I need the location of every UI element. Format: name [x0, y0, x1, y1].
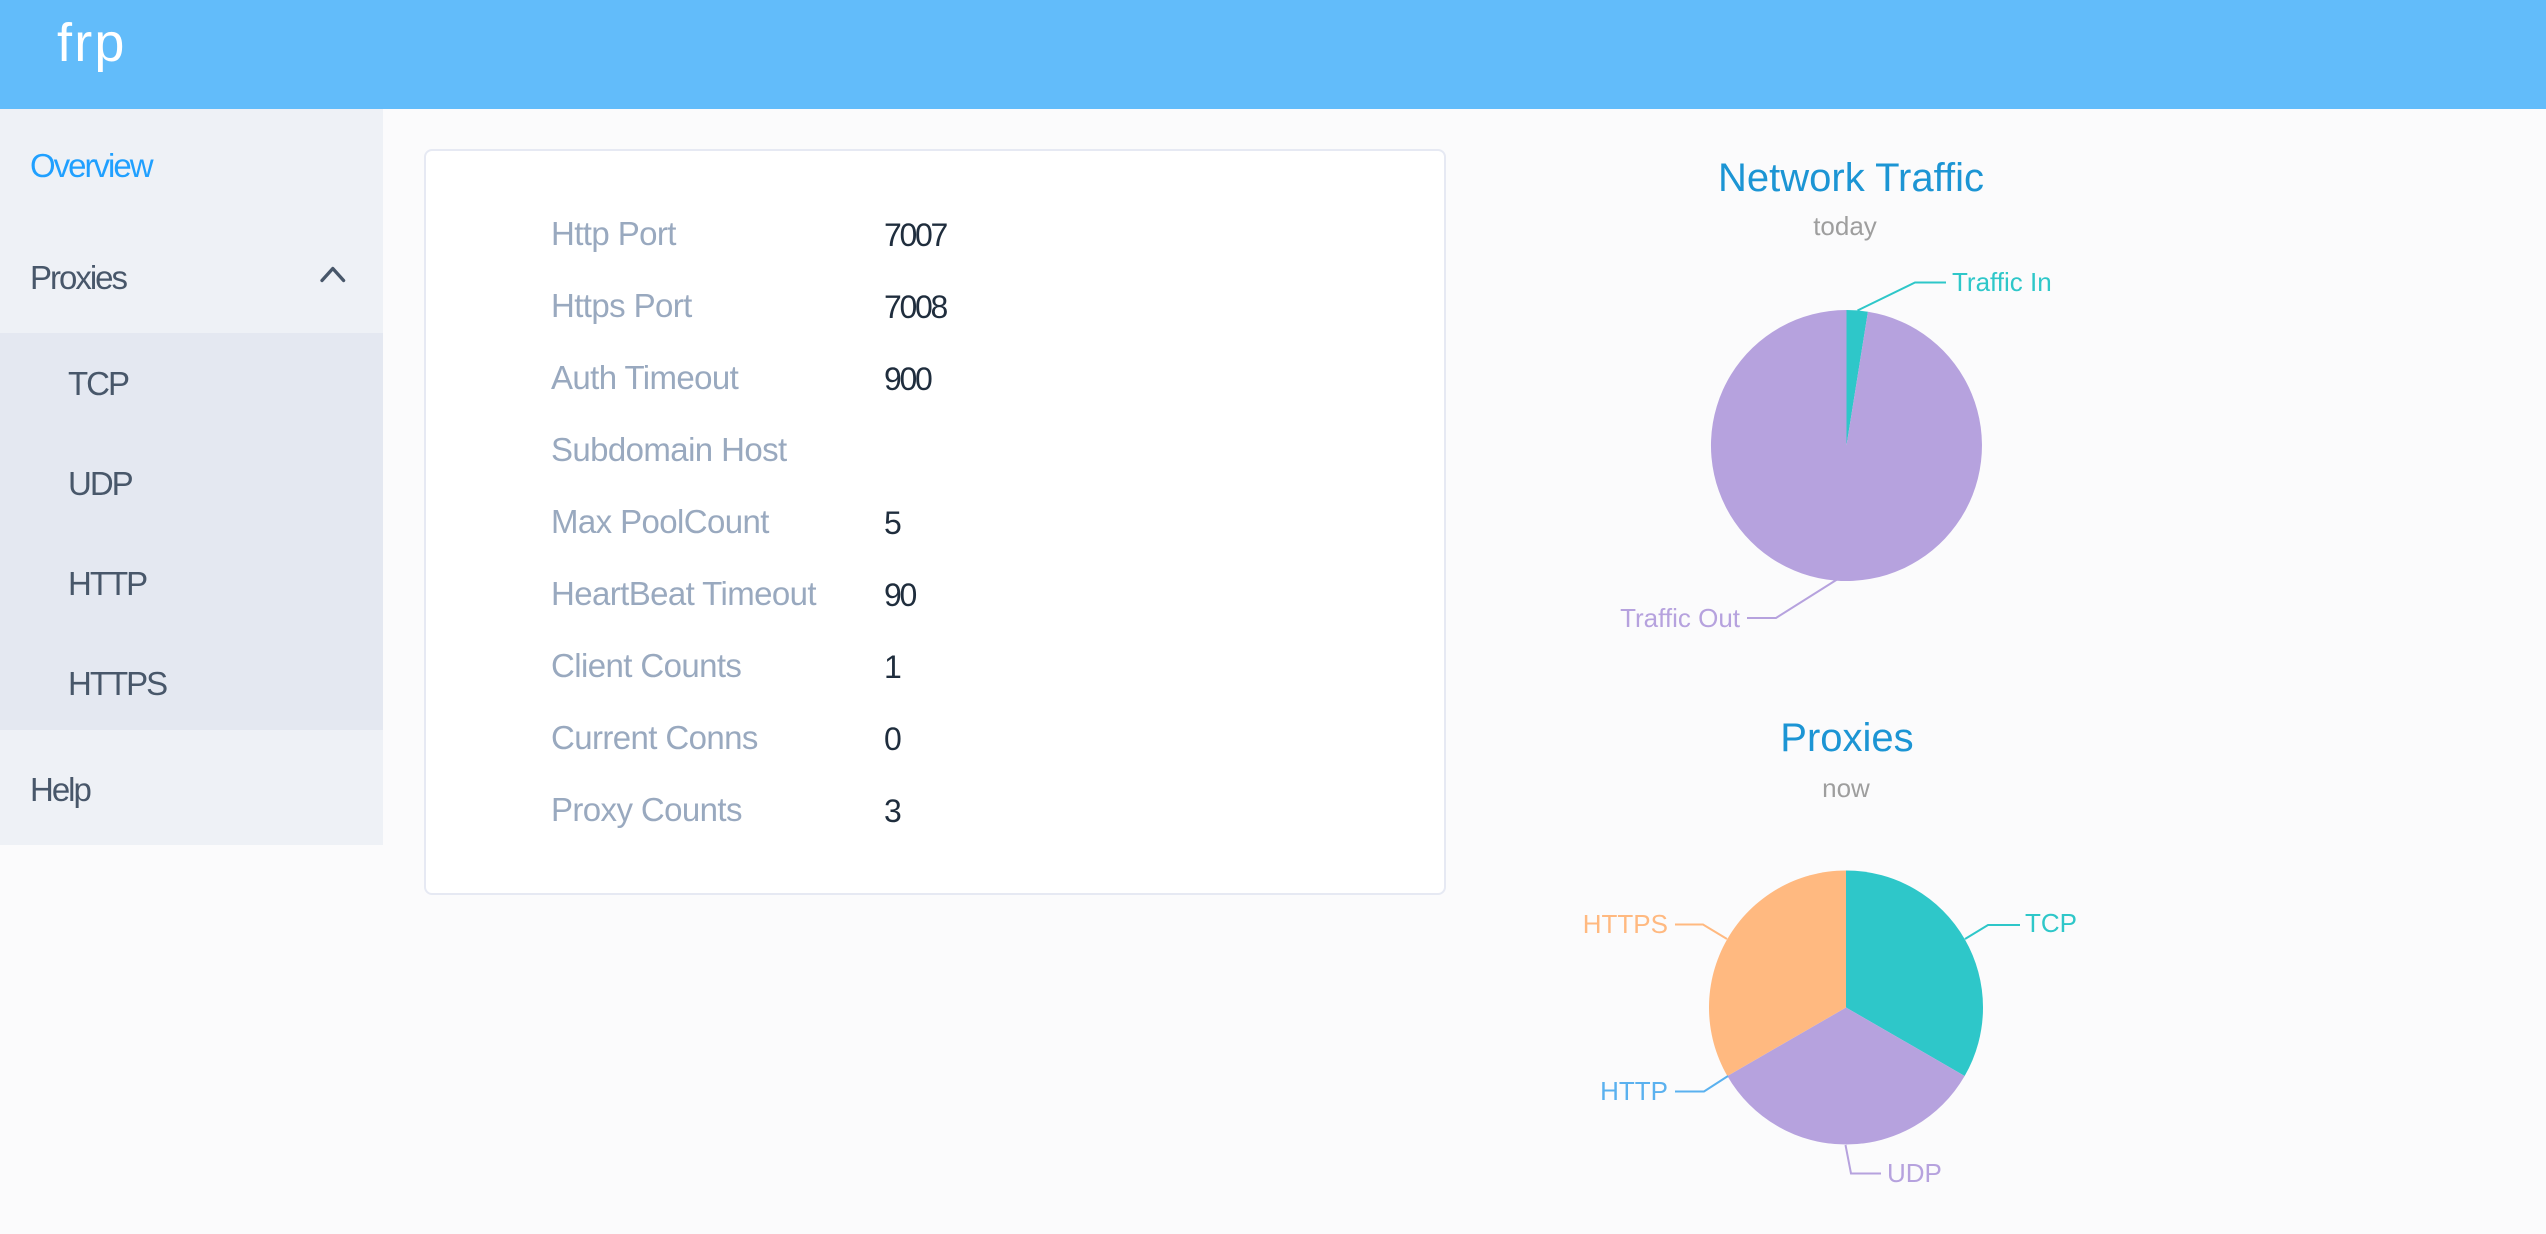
svg-text:HTTP: HTTP [1600, 1076, 1668, 1106]
svg-text:today: today [1813, 211, 1877, 241]
svg-text:Network Traffic: Network Traffic [1718, 156, 1984, 200]
svg-text:UDP: UDP [1887, 1158, 1942, 1188]
svg-text:Traffic In: Traffic In [1952, 267, 2052, 297]
svg-text:TCP: TCP [2025, 908, 2077, 938]
svg-text:Proxies: Proxies [1780, 716, 1913, 760]
svg-text:HTTPS: HTTPS [1583, 909, 1668, 939]
svg-text:now: now [1822, 773, 1870, 803]
svg-text:Traffic Out: Traffic Out [1620, 603, 1741, 633]
